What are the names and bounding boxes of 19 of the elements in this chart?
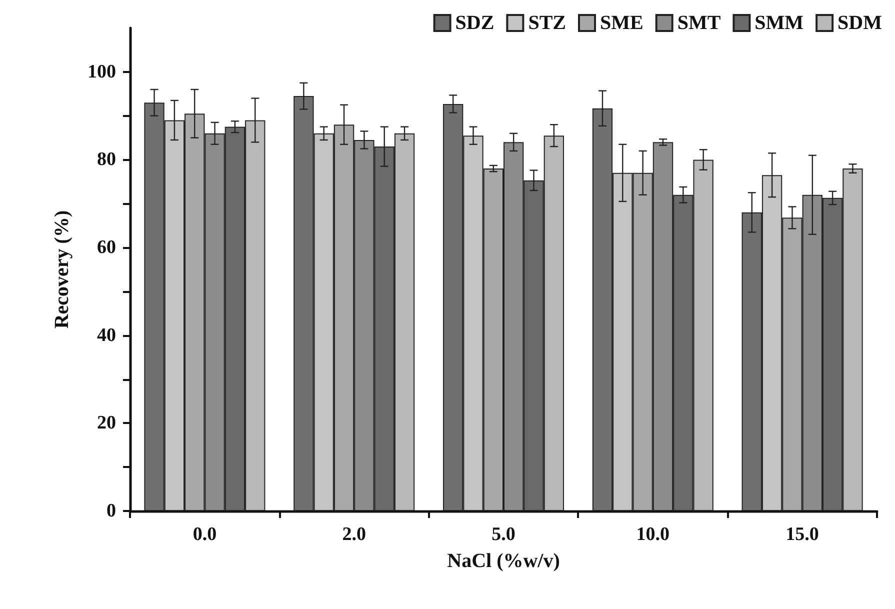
legend-label: SDM — [838, 12, 882, 34]
legend-label: SME — [600, 12, 644, 34]
y-tick-label: 80 — [97, 149, 116, 170]
legend-label: SDZ — [455, 12, 494, 34]
x-axis-title: NaCl (%w/v) — [447, 550, 560, 572]
y-axis-title: Recovery (%) — [51, 210, 73, 329]
y-tick-label: 40 — [97, 324, 116, 346]
y-tick-label: 60 — [97, 237, 116, 258]
y-tick-label: 0 — [106, 500, 116, 522]
legend-label: STZ — [528, 12, 566, 34]
legend-label: SMM — [754, 12, 804, 34]
y-tick-label: 100 — [88, 61, 116, 82]
x-tick-label: 2.0 — [342, 524, 366, 545]
x-tick-label: 10.0 — [636, 524, 670, 545]
x-tick-label: 0.0 — [192, 524, 217, 545]
x-tick-label: 5.0 — [492, 524, 516, 545]
y-tick-label: 20 — [97, 412, 116, 434]
x-tick-label: 15.0 — [786, 524, 819, 545]
legend-label: SMT — [677, 12, 722, 34]
